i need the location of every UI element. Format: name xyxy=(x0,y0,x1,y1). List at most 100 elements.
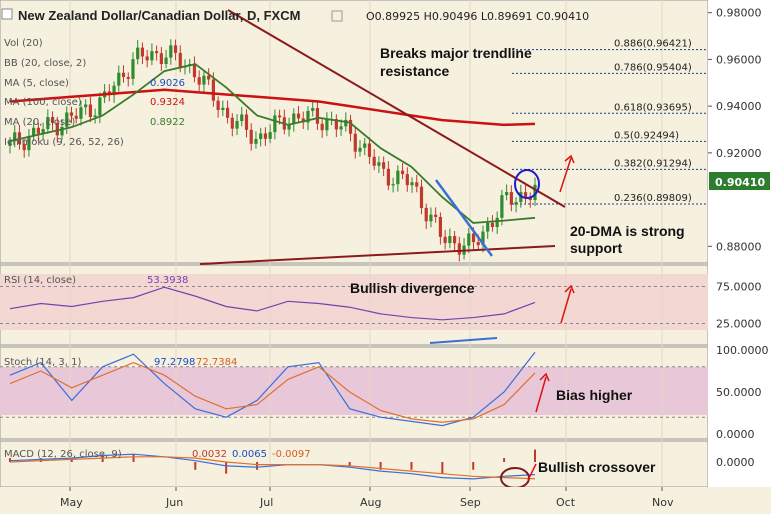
candle-body xyxy=(476,242,480,246)
label-macd[interactable]: MACD (12, 26, close, 9) xyxy=(4,449,122,460)
candle-body xyxy=(481,231,485,246)
candle-body xyxy=(145,56,149,61)
label-ma5[interactable]: MA (5, close) xyxy=(4,78,69,89)
candle-body xyxy=(268,132,272,139)
candle-body xyxy=(490,222,495,228)
candle-body xyxy=(211,79,215,101)
candle-body xyxy=(32,127,36,136)
candle-body xyxy=(27,135,31,151)
candle-body xyxy=(344,119,348,127)
candle-body xyxy=(353,133,357,152)
candle-body xyxy=(13,132,17,142)
annotation-crossover: Bullish crossover xyxy=(538,459,656,475)
price-tick-label: 0.92000 xyxy=(716,147,762,160)
candle-body xyxy=(192,64,197,78)
value-ma20: 0.8922 xyxy=(150,117,185,128)
arrow-price xyxy=(559,157,572,193)
rsi-line xyxy=(9,286,536,321)
arrow-rsi xyxy=(560,288,572,324)
label-rsi[interactable]: RSI (14, close) xyxy=(4,275,76,286)
arrow-stoch xyxy=(535,376,547,413)
annotation-support2: support xyxy=(570,240,622,256)
candle-body xyxy=(514,202,518,205)
candle-body xyxy=(372,156,376,166)
rsi-tick-label: 75.0000 xyxy=(716,281,762,294)
rsi-divergence-line xyxy=(429,337,498,344)
label-bb[interactable]: BB (20, close, 2) xyxy=(4,58,86,69)
candle-body xyxy=(495,217,499,228)
candle-body xyxy=(240,114,244,122)
candle-body xyxy=(159,53,163,64)
chart-title: New Zealand Dollar/Canadian Dollar, D, F… xyxy=(18,8,300,23)
arrow-macd xyxy=(527,463,537,481)
price-badge-label: 0.90410 xyxy=(715,176,765,189)
price-tick-label: 0.96000 xyxy=(716,53,762,66)
candle-body xyxy=(419,186,424,208)
candle-body xyxy=(533,184,537,201)
price-axis[interactable]: 0.98000 0.96000 0.94000 0.92000 0.88000 75.00… xyxy=(708,7,769,469)
price-tick-label: 0.88000 xyxy=(716,240,762,253)
series-lines xyxy=(9,63,536,224)
candle-body xyxy=(69,112,74,116)
support-trendline xyxy=(199,245,556,265)
label-stoch[interactable]: Stoch (14, 3, 1) xyxy=(4,357,81,368)
label-vol[interactable]: Vol (20) xyxy=(4,38,43,49)
candle-body xyxy=(197,77,201,85)
candle-body xyxy=(140,47,145,57)
candle-body xyxy=(65,112,69,127)
collapse-toggle-icon[interactable] xyxy=(1,8,13,20)
time-axis[interactable]: May Jun Jul Aug Sep Oct Nov xyxy=(0,487,771,514)
candle-body xyxy=(173,45,178,53)
candle-body xyxy=(202,75,206,85)
month-label: Sep xyxy=(460,496,481,509)
candle-body xyxy=(292,113,296,125)
candle-body xyxy=(391,184,395,186)
candle-body xyxy=(443,236,447,244)
candle-body xyxy=(273,115,277,133)
candle-body xyxy=(136,47,140,60)
label-ma20[interactable]: MA (20, close) xyxy=(4,117,75,128)
candle-body xyxy=(164,57,168,64)
candle-body xyxy=(50,116,55,123)
month-label: Nov xyxy=(652,496,674,509)
candle-body xyxy=(315,108,320,124)
month-label: Jun xyxy=(165,496,183,509)
candle-body xyxy=(93,115,97,118)
candle-body xyxy=(311,108,315,111)
candle-body xyxy=(358,147,362,152)
candle-body xyxy=(367,143,372,157)
candle-body xyxy=(505,192,509,196)
macd-tick-label: 0.0000 xyxy=(716,456,755,469)
label-ma100[interactable]: MA (100, close) xyxy=(4,97,82,108)
candle-body xyxy=(79,107,83,119)
candle-body xyxy=(471,233,476,243)
candle-body xyxy=(277,115,282,118)
candle-body xyxy=(60,126,64,136)
value-stoch-k: 97.2798 xyxy=(154,357,195,368)
macd-line xyxy=(9,453,536,480)
time-axis-bg xyxy=(0,487,771,514)
candle-body xyxy=(150,51,154,61)
candle-body xyxy=(244,114,249,130)
candle-body xyxy=(88,104,93,118)
candle-body xyxy=(448,236,452,244)
stoch-tick-label: 50.0000 xyxy=(716,386,762,399)
value-ma5: 0.9026 xyxy=(150,78,185,89)
candle-body xyxy=(396,170,400,185)
price-tick-label: 0.98000 xyxy=(716,7,762,20)
value-macd-1: 0.0032 xyxy=(192,449,227,460)
candle-body xyxy=(221,107,225,110)
candle-body xyxy=(434,214,438,217)
value-rsi: 53.3938 xyxy=(147,275,188,286)
settings-icon[interactable] xyxy=(331,10,343,22)
candle-body xyxy=(306,110,310,123)
fib-levels: 0.886(0.96421) 0.786(0.95404) 0.618(0.9369… xyxy=(512,39,708,205)
label-ichimoku[interactable]: Ichimoku (9, 26, 52, 26) xyxy=(4,137,124,148)
annotation-divergence: Bullish divergence xyxy=(350,280,475,296)
candle-body xyxy=(415,182,419,187)
rsi-tick-label: 25.0000 xyxy=(716,318,762,331)
candle-body xyxy=(334,119,338,130)
stoch-tick-label: 100.0000 xyxy=(716,344,769,357)
month-label: Aug xyxy=(360,496,381,509)
